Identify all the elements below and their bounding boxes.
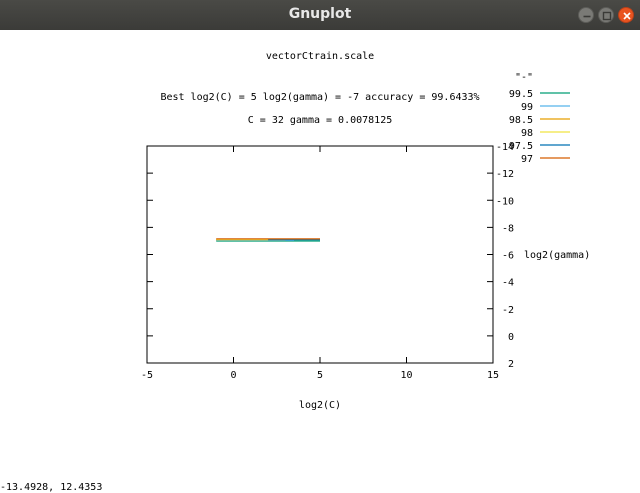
maximize-button[interactable]: [598, 7, 614, 23]
status-coordinates: -13.4928, 12.4353: [0, 482, 103, 493]
legend-title: "-": [515, 72, 533, 83]
x-tick-label: -5: [141, 370, 153, 381]
y-tick-label: -12: [496, 169, 514, 180]
chart-subtitle-params: C = 32 gamma = 0.0078125: [248, 115, 393, 126]
title-bar: Gnuplot: [0, 0, 640, 30]
legend-label: 97.5: [509, 141, 533, 152]
x-tick-label: 0: [230, 370, 236, 381]
minimize-icon: [583, 15, 591, 18]
y-tick-label: 0: [508, 332, 514, 343]
close-icon: [623, 12, 631, 20]
chart-subtitle-best: Best log2(C) = 5 log2(gamma) = -7 accura…: [160, 92, 479, 103]
plot-frame: [146, 145, 494, 364]
legend-label: 97: [521, 154, 533, 165]
x-tick-label: 5: [317, 370, 323, 381]
legend-label: 98: [521, 128, 533, 139]
y-tick-label: 2: [508, 359, 514, 370]
y-axis: -14 -12 -10 -8 -6 -4 -2 0 2: [147, 142, 514, 370]
maximize-icon: [602, 11, 612, 21]
window-title: Gnuplot: [288, 6, 352, 22]
legend-label: 98.5: [509, 115, 533, 126]
x-axis-label: log2(C): [299, 400, 341, 411]
chart: vectorCtrain.scale Best log2(C) = 5 log2…: [141, 51, 590, 411]
minimize-button[interactable]: [578, 7, 594, 23]
y-tick-label: -6: [502, 251, 514, 262]
legend-label: 99: [521, 102, 533, 113]
y-tick-label: -14: [496, 142, 514, 153]
chart-title: vectorCtrain.scale: [266, 51, 374, 62]
x-axis: -5 0 5 10 15: [141, 146, 499, 381]
legend-label: 99.5: [509, 89, 533, 100]
y-tick-label: -4: [502, 278, 514, 289]
x-tick-label: 10: [400, 370, 412, 381]
x-tick-label: 15: [487, 370, 499, 381]
series-group: [216, 238, 320, 242]
y-axis-label: log2(gamma): [524, 250, 590, 261]
y-tick-label: -2: [502, 305, 514, 316]
legend: "-" 99.5 99 98.5 98 97.5 97: [509, 72, 570, 165]
y-tick-label: -10: [496, 196, 514, 207]
plot-canvas[interactable]: vectorCtrain.scale Best log2(C) = 5 log2…: [0, 30, 640, 493]
y-tick-label: -8: [502, 223, 514, 234]
close-button[interactable]: [618, 7, 634, 23]
